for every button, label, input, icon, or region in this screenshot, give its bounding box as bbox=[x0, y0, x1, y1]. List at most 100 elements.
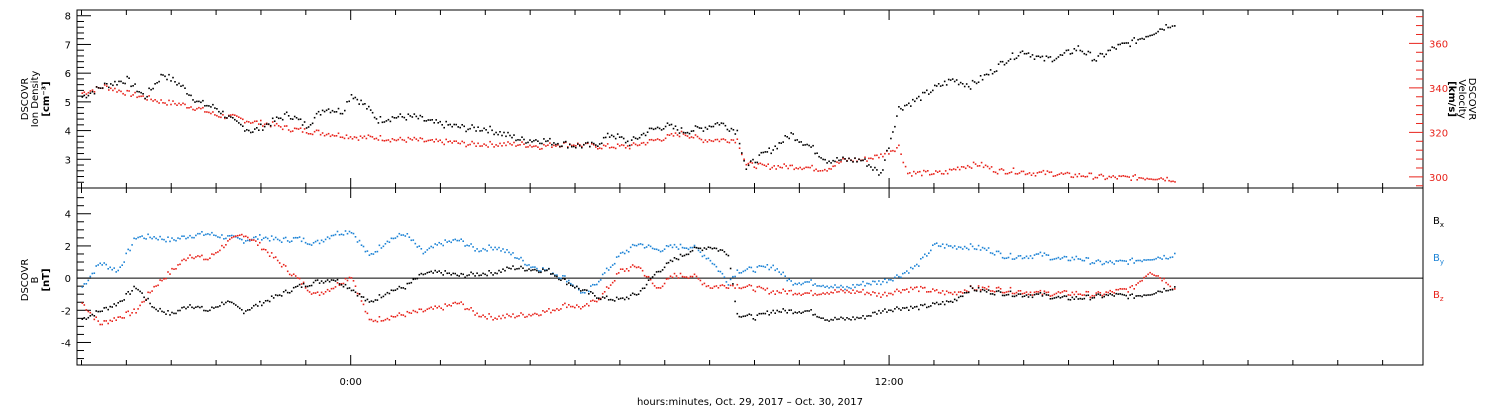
mark-bz bbox=[127, 310, 129, 313]
mark-by bbox=[101, 264, 103, 266]
mark-bx bbox=[594, 295, 596, 297]
bottom-left-ylabel-c: [nT] bbox=[41, 268, 52, 291]
mark-ion-density bbox=[720, 122, 723, 124]
mark-bx bbox=[145, 299, 147, 301]
mark-bz bbox=[288, 273, 291, 276]
mark-ion-density bbox=[608, 136, 611, 138]
mark-ion-density bbox=[475, 130, 477, 132]
mark-bz bbox=[556, 308, 558, 310]
mark-bx bbox=[117, 302, 119, 304]
mark-ion-density bbox=[756, 161, 759, 164]
mark-ion-density bbox=[585, 142, 587, 144]
mark-by bbox=[598, 280, 600, 283]
mark-bx bbox=[85, 318, 88, 320]
mark-bz bbox=[586, 303, 588, 305]
mark-bz bbox=[296, 277, 299, 279]
mark-ion-density bbox=[160, 73, 162, 76]
mark-by bbox=[1063, 255, 1066, 258]
mark-by bbox=[1041, 255, 1044, 257]
mark-velocity bbox=[787, 167, 789, 170]
mark-bz bbox=[701, 283, 704, 286]
mark-bx bbox=[336, 278, 339, 281]
mark-bx bbox=[983, 289, 986, 292]
mark-by bbox=[685, 247, 688, 249]
mark-velocity bbox=[974, 163, 977, 165]
mark-bx bbox=[641, 287, 644, 290]
mark-bx bbox=[985, 291, 988, 293]
mark-ion-density bbox=[156, 82, 158, 84]
mark-velocity bbox=[281, 128, 284, 131]
mark-by bbox=[223, 238, 225, 240]
mark-bx bbox=[504, 269, 506, 272]
mark-velocity bbox=[509, 142, 511, 145]
mark-velocity bbox=[575, 145, 577, 147]
mark-bz bbox=[1071, 291, 1074, 294]
mark-velocity bbox=[1018, 172, 1021, 174]
mark-ion-density bbox=[565, 140, 567, 143]
mark-bx bbox=[637, 293, 640, 295]
mark-bx bbox=[928, 305, 930, 308]
mark-velocity bbox=[81, 92, 84, 94]
mark-ion-density bbox=[569, 143, 571, 146]
mark-ion-density bbox=[734, 133, 737, 135]
mark-velocity bbox=[809, 166, 811, 169]
mark-ion-density bbox=[910, 105, 912, 107]
mark-by bbox=[641, 243, 644, 246]
mark-bx bbox=[554, 275, 556, 277]
mark-by bbox=[474, 250, 476, 252]
mark-velocity bbox=[445, 138, 447, 141]
mark-ion-density bbox=[222, 110, 224, 113]
mark-bz bbox=[478, 315, 480, 318]
mark-bx bbox=[342, 285, 345, 288]
mark-bx bbox=[864, 317, 866, 320]
mark-by bbox=[534, 266, 536, 268]
mark-ion-density bbox=[383, 121, 386, 123]
mark-bz bbox=[1003, 291, 1006, 294]
mark-velocity bbox=[1096, 176, 1099, 179]
mark-ion-density bbox=[1083, 52, 1086, 55]
mark-bx bbox=[320, 280, 323, 282]
mark-velocity bbox=[271, 121, 274, 123]
mark-bx bbox=[667, 261, 670, 264]
mark-bx bbox=[874, 311, 876, 314]
mark-ion-density bbox=[886, 149, 888, 152]
mark-bz bbox=[1077, 293, 1080, 296]
mark-bx bbox=[830, 318, 832, 321]
mark-by bbox=[1069, 259, 1072, 262]
mark-by bbox=[880, 283, 882, 286]
mark-ion-density bbox=[622, 137, 625, 140]
mark-bz bbox=[169, 273, 171, 275]
mark-velocity bbox=[178, 102, 180, 105]
mark-bx bbox=[943, 303, 946, 306]
mark-bz bbox=[633, 265, 636, 268]
mark-bz bbox=[1161, 279, 1163, 282]
mark-by bbox=[701, 255, 704, 258]
mark-velocity bbox=[160, 99, 162, 101]
mark-bz bbox=[302, 281, 305, 284]
mark-velocity bbox=[759, 162, 762, 165]
mark-velocity bbox=[93, 91, 96, 93]
mark-bx bbox=[904, 307, 906, 309]
mark-velocity bbox=[573, 144, 575, 146]
mark-bx bbox=[842, 317, 844, 320]
mark-by bbox=[808, 281, 810, 283]
mark-bz bbox=[914, 286, 916, 289]
mark-ion-density bbox=[820, 157, 822, 159]
mark-bz bbox=[460, 301, 462, 303]
mark-ion-density bbox=[1071, 52, 1074, 55]
top-right-tick-label: 300 bbox=[1429, 173, 1448, 184]
mark-bx bbox=[625, 296, 628, 299]
mark-bz bbox=[328, 290, 331, 292]
mark-velocity bbox=[1044, 173, 1047, 176]
mark-by bbox=[255, 236, 257, 238]
mark-velocity bbox=[539, 148, 541, 150]
mark-by bbox=[426, 249, 429, 251]
mark-bz bbox=[828, 293, 830, 295]
mark-by bbox=[939, 245, 942, 248]
mark-bz bbox=[862, 288, 864, 291]
mark-by bbox=[113, 267, 115, 269]
mark-by bbox=[705, 257, 708, 260]
mark-velocity bbox=[757, 163, 760, 165]
mark-bz bbox=[832, 292, 834, 294]
mark-bx bbox=[635, 294, 638, 296]
